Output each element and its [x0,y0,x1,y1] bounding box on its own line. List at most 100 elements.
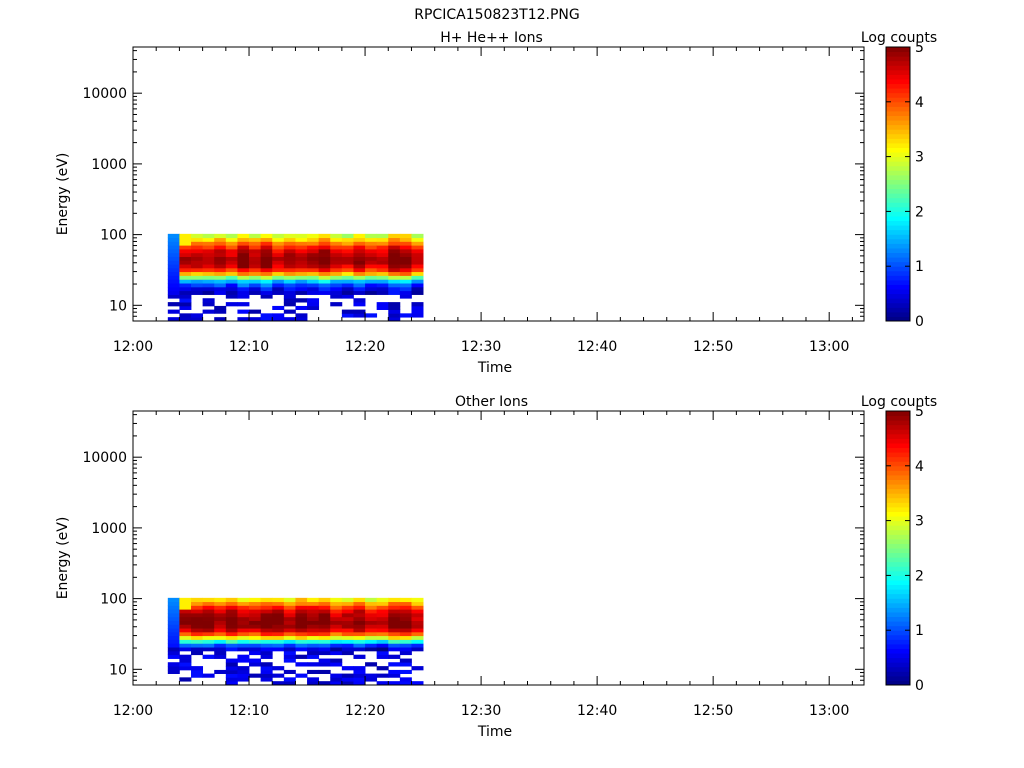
spectrogram-cell [237,275,250,280]
spectrogram-cell [307,601,320,606]
spectrogram-cell [237,279,250,284]
spectrogram-cell [330,643,343,648]
colorbar-segment [886,516,910,522]
spectrogram-cell [388,245,401,250]
spectrogram-cell [283,635,296,640]
spectrogram-cell [353,267,366,273]
spectrogram-cell [260,294,273,299]
spectrogram-cell [167,302,180,307]
spectrogram-cell [411,237,424,242]
spectrogram-cell [283,279,296,284]
spectrogram-cell [283,260,296,265]
spectrogram-cell [260,260,273,265]
y-tick-label: 1000 [91,157,127,173]
spectrogram-cell [307,650,320,656]
spectrogram-cell [191,286,204,292]
spectrogram-cell [283,658,296,663]
spectrogram-cell [376,286,389,292]
spectrogram-cell [225,302,238,307]
spectrogram-cell [249,639,262,644]
y-tick-label: 10000 [82,86,127,102]
colorbar-segment [886,311,910,317]
spectrogram-cell [249,620,262,625]
spectrogram-cell [330,286,343,292]
spectrogram-cell [388,283,401,288]
spectrogram-cell [330,248,343,254]
spectrogram-cell [283,248,296,254]
spectrogram-cell [283,631,296,637]
spectrogram-cell [318,279,331,284]
spectrogram-cell [318,256,331,261]
spectrogram-cell [376,279,389,284]
spectrogram-cell [167,294,180,299]
spectrogram-cell [365,643,378,648]
spectrogram-cell [237,601,250,606]
spectrogram-cell [388,260,401,265]
colorbar-segment [886,261,910,267]
spectrogram-cell [376,643,389,648]
colorbar-segment [886,447,910,453]
spectrogram-cell [341,252,354,257]
spectrogram-cell [167,643,180,648]
spectrogram-cell [191,313,204,318]
spectrogram-cell [191,616,204,621]
spectrogram-cell [191,609,204,614]
spectrogram-cell [330,677,343,682]
spectrogram-cell [411,309,424,314]
spectrogram-cell [411,260,424,265]
spectrogram-cell [330,245,343,250]
spectrogram-cell [399,290,412,295]
colorbar-segment [886,234,910,240]
spectrogram-cell [341,271,354,276]
spectrogram-cell [202,624,215,629]
spectrogram-cell [167,628,180,633]
spectrogram-cell [225,597,238,603]
spectrogram-cell [225,624,238,629]
spectrogram-cell [376,305,389,310]
spectrogram-cell [214,283,227,288]
spectrogram-cell [249,631,262,637]
spectrogram-cell [237,252,250,257]
spectrogram-cell [318,597,331,603]
spectrogram-cell [307,256,320,261]
spectrogram-cell [167,241,180,246]
spectrogram-cell [179,271,192,276]
spectrogram-cell [341,597,354,603]
spectrogram-cell [179,609,192,614]
spectrogram-cell [179,620,192,625]
colorbar-segment [886,639,910,645]
spectrogram-cell [260,609,273,614]
colorbar-segment [886,293,910,299]
spectrogram-cell [330,662,343,667]
spectrogram-cell [341,677,354,682]
spectrogram-cell [202,290,215,295]
colorbar-segment [886,502,910,508]
spectrogram-cell [376,245,389,250]
colorbar-tick-label: 3 [915,150,924,166]
colorbar-segment [886,630,910,636]
spectrogram-cell [353,279,366,284]
colorbar-segment [886,316,910,322]
spectrogram-cell [249,317,262,322]
colorbar-segment [886,243,910,249]
spectrogram-cell [283,669,296,674]
spectrogram-cell [399,647,412,652]
spectrogram-cell [225,294,238,299]
spectrogram-cell [411,256,424,261]
spectrogram-cell [399,241,412,246]
spectrogram-cell [167,237,180,242]
spectrogram-cell [260,601,273,606]
spectrogram-cell [202,654,215,659]
spectrogram-cell [260,631,273,637]
spectrogram-cell [376,601,389,606]
spectrogram-cell [388,313,401,318]
spectrogram-cell [399,669,412,674]
x-axis-label: Time [477,360,512,376]
spectrogram-cell [388,241,401,246]
spectrogram-cell [272,681,285,686]
spectrogram-cell [365,616,378,621]
spectrogram-cell [353,252,366,257]
spectrogram-cell [191,643,204,648]
colorbar-segment [886,179,910,185]
spectrogram-cell [376,650,389,656]
